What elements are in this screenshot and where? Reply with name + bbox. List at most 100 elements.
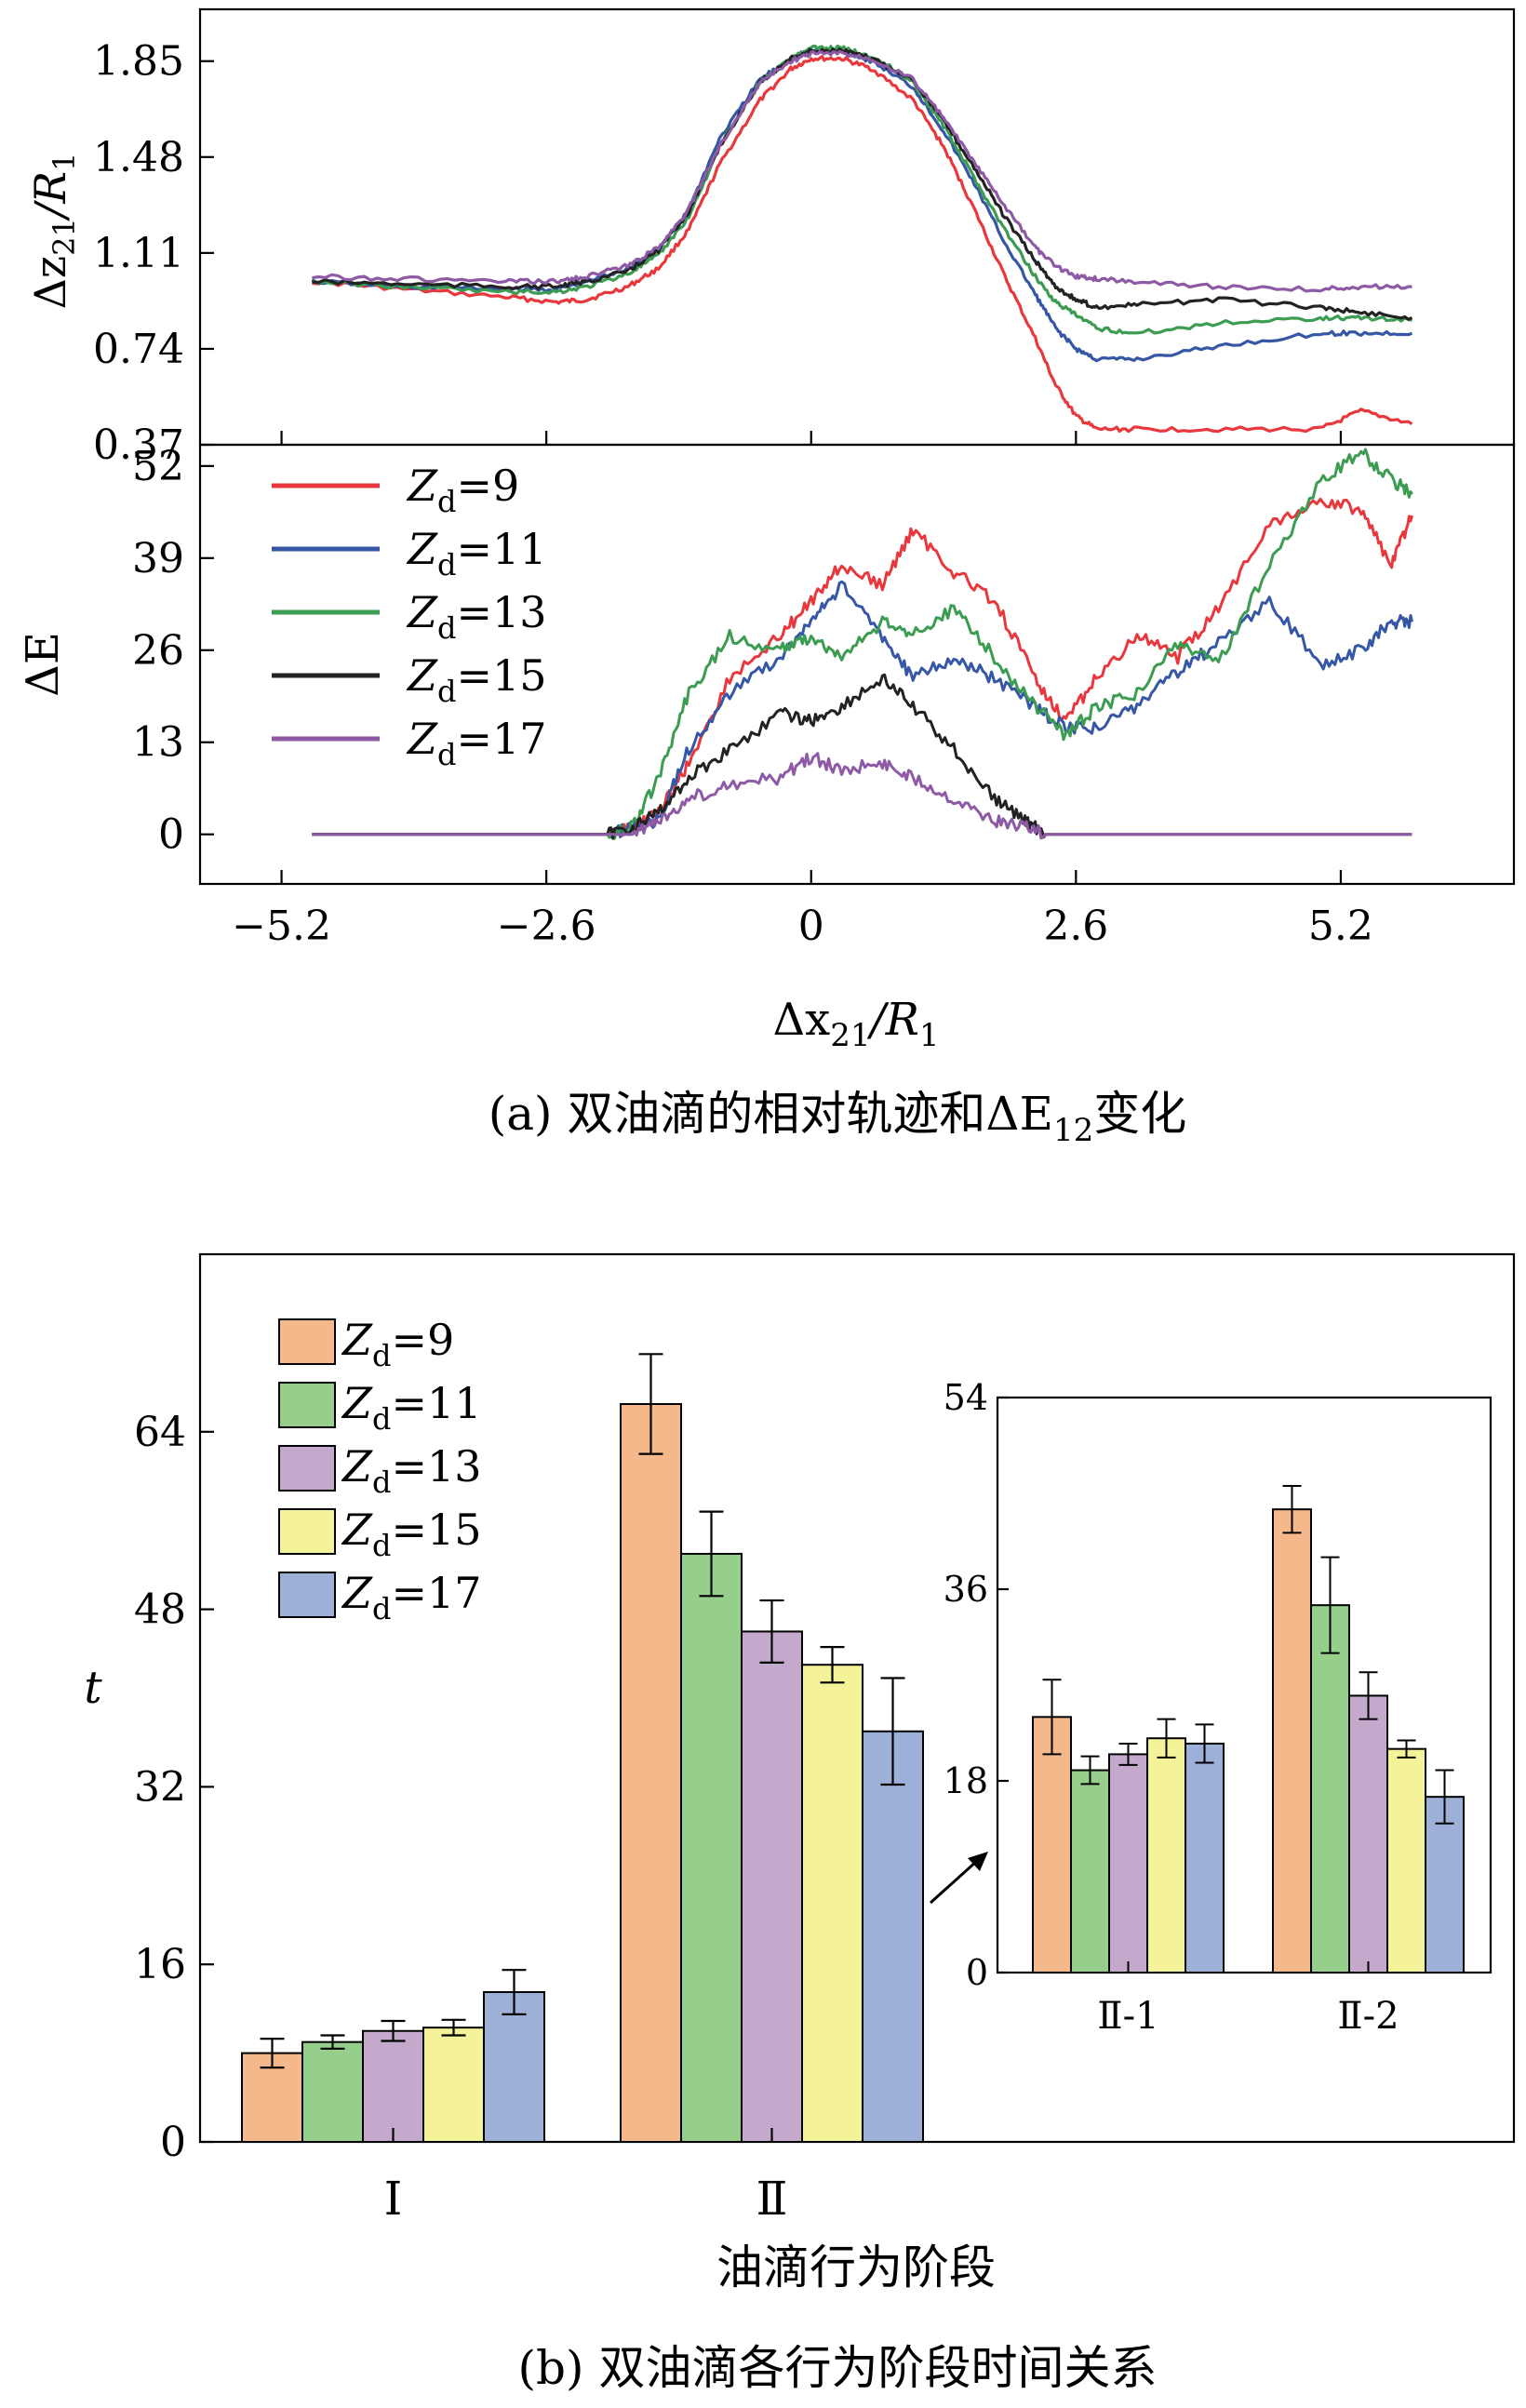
trajectory-line-zd-11 bbox=[311, 47, 1413, 363]
trajectory-y-tick-label: 1.85 bbox=[93, 38, 184, 86]
energy-legend-label: Zd=11 bbox=[406, 524, 547, 582]
stage-time-y-tick-label: 16 bbox=[134, 1941, 186, 1988]
bar-stage-1-zd-15 bbox=[422, 2027, 485, 2144]
bar-stage-2-zd-9 bbox=[620, 1402, 682, 2144]
inset-y-tick-label: 0 bbox=[966, 1952, 988, 1993]
trajectory-plot-frame bbox=[198, 7, 1516, 447]
bar-stage-2-zd-11 bbox=[680, 1552, 743, 2143]
inset-bar-1-zd-15 bbox=[1146, 1737, 1186, 1973]
trajectory-line-zd-15 bbox=[312, 47, 1413, 321]
energy-y-tick-label: 13 bbox=[132, 719, 184, 767]
stage-time-legend-swatch bbox=[278, 1382, 336, 1428]
energy-legend-label: Zd=15 bbox=[406, 650, 547, 709]
inset-bar-1-zd-11 bbox=[1070, 1769, 1110, 1973]
energy-x-tick-label: −5.2 bbox=[232, 903, 331, 950]
stage-time-y-tick-label: 48 bbox=[134, 1586, 186, 1634]
inset-y-ticks: 0 18 36 54 bbox=[944, 1377, 1009, 1993]
caption-a: (a) 双油滴的相对轨迹和ΔE12变化 bbox=[489, 1087, 1187, 1149]
energy-line-zd-11 bbox=[312, 580, 1413, 839]
stage-time-legend-label: Zd=9 bbox=[341, 1315, 454, 1373]
inset-pointer-arrowhead bbox=[968, 1852, 988, 1871]
energy-line-zd-9 bbox=[312, 497, 1413, 840]
stage-time-legend-swatch bbox=[278, 1508, 336, 1555]
bar-stage-2-zd-15 bbox=[801, 1664, 863, 2143]
energy-line-zd-17 bbox=[312, 752, 1412, 840]
energy-y-tick-label: 39 bbox=[132, 535, 184, 582]
energy-y-tick-label: 0 bbox=[158, 811, 184, 859]
energy-line-zd-15 bbox=[312, 673, 1412, 840]
trajectory-y-axis-label: Δz21/R1 bbox=[25, 153, 82, 310]
caption-b: (b) 双油滴各行为阶段时间关系 bbox=[518, 2341, 1158, 2395]
bar-stage-1-zd-17 bbox=[483, 1991, 545, 2143]
stage-time-legend-label: Zd=15 bbox=[341, 1505, 482, 1563]
trajectory-line-zd-9 bbox=[312, 55, 1413, 434]
stage-time-y-tick-label: 32 bbox=[134, 1763, 186, 1811]
energy-y-tick-label: 26 bbox=[132, 627, 184, 675]
energy-series bbox=[312, 448, 1413, 840]
inset-plot-frame bbox=[996, 1396, 1493, 1974]
inset-bar-2-zd-13 bbox=[1348, 1694, 1388, 1973]
inset-bar-2-zd-9 bbox=[1272, 1508, 1312, 1973]
stage-time-legend-label: Zd=13 bbox=[341, 1441, 482, 1500]
energy-y-ticks: 0 13 26 39 52 bbox=[132, 443, 214, 859]
trajectory-y-ticks: 0.37 0.74 1.11 1.48 1.85 bbox=[93, 38, 214, 469]
inset-category-label: Ⅱ-2 bbox=[1337, 1995, 1399, 2038]
energy-chart: 0 13 26 39 52 −5.2 −2.6 0 2.6 5.2 Zd=9Zd=11Zd=13… bbox=[17, 443, 1516, 1054]
inset-categories: Ⅱ-1 Ⅱ-2 bbox=[1097, 1961, 1399, 2038]
inset-y-tick-label: 54 bbox=[944, 1377, 988, 1418]
bar-stage-1-zd-11 bbox=[301, 2040, 364, 2144]
inset-y-tick-label: 36 bbox=[944, 1569, 988, 1610]
inset-category-label: Ⅱ-1 bbox=[1097, 1995, 1158, 2038]
energy-line-zd-13 bbox=[312, 448, 1413, 840]
bar-stage-1-zd-13 bbox=[362, 2029, 424, 2143]
stage-ii-inset-chart: 0 18 36 54 Ⅱ-1 Ⅱ-2 bbox=[929, 1377, 1493, 2038]
energy-x-tick-label: 5.2 bbox=[1308, 903, 1373, 950]
stage-time-legend-swatch bbox=[278, 1318, 336, 1365]
inset-bars bbox=[1032, 1484, 1465, 1974]
trajectory-y-tick-label: 0.37 bbox=[93, 421, 184, 469]
trajectory-y-tick-label: 1.48 bbox=[93, 134, 184, 181]
stage-time-category-label: Ⅱ bbox=[756, 2172, 788, 2226]
stage-time-x-axis-label: 油滴行为阶段 bbox=[716, 2241, 996, 2294]
bar-stage-2-zd-17 bbox=[862, 1730, 924, 2144]
energy-legend-label: Zd=9 bbox=[406, 461, 519, 519]
trajectory-series bbox=[311, 44, 1413, 434]
trajectory-chart: 0.37 0.74 1.11 1.48 1.85 Δz21/R1 bbox=[25, 7, 1516, 469]
inset-bar-2-zd-15 bbox=[1386, 1747, 1426, 1973]
energy-y-tick-label: 52 bbox=[132, 443, 184, 490]
energy-x-ticks: −5.2 −2.6 0 2.6 5.2 bbox=[232, 870, 1373, 950]
stage-time-legend-swatch bbox=[278, 1572, 336, 1618]
trajectory-line-zd-17 bbox=[312, 49, 1412, 293]
energy-legend-label: Zd=17 bbox=[406, 714, 547, 772]
stage-time-legend-label: Zd=11 bbox=[341, 1378, 482, 1437]
stage-time-legend-label: Zd=17 bbox=[341, 1568, 482, 1626]
inset-pointer-arrow bbox=[929, 1859, 979, 1905]
inset-bar-1-zd-13 bbox=[1108, 1753, 1148, 1974]
energy-x-tick-label: 2.6 bbox=[1043, 903, 1108, 950]
stage-time-y-tick-label: 64 bbox=[134, 1409, 186, 1456]
inset-bar-1-zd-9 bbox=[1032, 1716, 1072, 1974]
energy-x-axis-label: Δx21/R1 bbox=[773, 994, 940, 1054]
trajectory-y-tick-label: 1.11 bbox=[93, 230, 184, 277]
energy-plot-frame bbox=[198, 443, 1516, 886]
stage-time-y-axis-label: t bbox=[84, 1662, 102, 1714]
trajectory-x-ticks bbox=[280, 431, 1343, 445]
stage-time-y-tick-label: 0 bbox=[160, 2119, 186, 2166]
inset-bar-2-zd-11 bbox=[1310, 1604, 1350, 1973]
stage-time-bars bbox=[241, 1353, 924, 2144]
trajectory-y-tick-label: 0.74 bbox=[93, 326, 184, 373]
bar-stage-2-zd-13 bbox=[741, 1630, 803, 2143]
inset-y-tick-label: 18 bbox=[944, 1760, 988, 1801]
stage-time-category-label: Ⅰ bbox=[384, 2172, 403, 2226]
stage-time-legend-swatch bbox=[278, 1445, 336, 1492]
energy-x-tick-label: 0 bbox=[798, 903, 824, 950]
energy-x-tick-label: −2.6 bbox=[497, 903, 596, 950]
inset-bar-2-zd-17 bbox=[1425, 1796, 1465, 1973]
energy-y-axis-label: ΔE bbox=[17, 632, 69, 697]
inset-bar-1-zd-17 bbox=[1185, 1742, 1225, 1974]
